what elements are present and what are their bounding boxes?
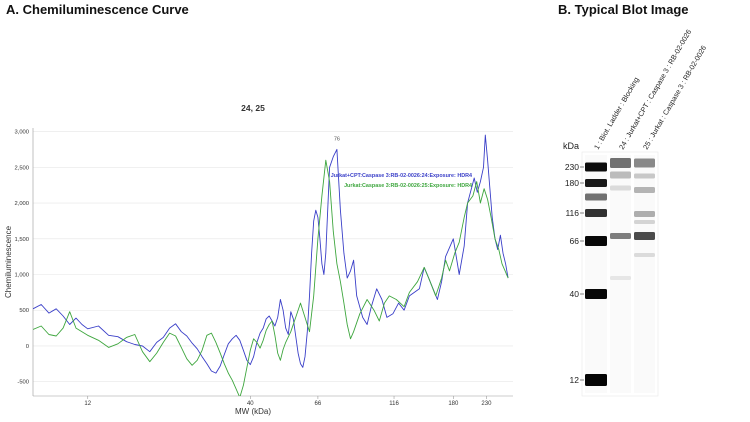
- series-line-1: [33, 134, 509, 374]
- ladder-band: [585, 179, 607, 187]
- panel-b-title: B. Typical Blot Image: [558, 2, 689, 17]
- sample-band: [634, 173, 655, 179]
- ladder-band: [585, 236, 607, 246]
- axis-layer: -500 0 500 1,000 1,500 2,000 2,500 3,000 12 40 66 1…: [14, 128, 513, 407]
- sample-band: [634, 187, 655, 193]
- sample-band: [610, 276, 631, 280]
- x-tick-label: 230: [481, 401, 492, 407]
- lane-background: [610, 155, 631, 393]
- blot-marker-labels: 230 180 116 66 40 12: [565, 162, 584, 385]
- peak-label: 76: [334, 136, 340, 142]
- ladder-band: [585, 209, 607, 217]
- sample-band: [634, 253, 655, 257]
- ladder-band: [585, 374, 607, 386]
- sample-band: [634, 158, 655, 168]
- y-tick-label: 500: [19, 308, 29, 314]
- panel-a-title: A. Chemiluminescence Curve: [6, 2, 189, 17]
- blot-marker-label: 12: [570, 375, 580, 385]
- chart-title: 24, 25: [241, 103, 265, 113]
- ladder-band: [585, 162, 607, 172]
- sample-band: [610, 185, 631, 191]
- y-tick-label: -500: [17, 380, 29, 386]
- lane-background: [585, 155, 607, 393]
- series-layer: [33, 134, 509, 396]
- blot-marker-label: 230: [565, 162, 579, 172]
- ladder-band: [585, 289, 607, 299]
- blot-marker-label: 116: [565, 208, 579, 218]
- sample-band: [634, 220, 655, 224]
- blot-lane-label: 1 : Biot. Ladder : Blocking: [592, 76, 641, 151]
- sample-band: [610, 158, 631, 168]
- blot-lane-jurkat: [634, 155, 655, 393]
- sample-band: [634, 211, 655, 217]
- legend-entry-green: Jurkat:Caspase 3:RB-02-0026:25:Exposure:…: [344, 183, 472, 189]
- blot-lane-jurkat-cpt: [610, 155, 631, 393]
- blot-marker-label: 180: [565, 178, 579, 188]
- y-axis-title: Chemiluminescence: [4, 225, 13, 298]
- x-tick-label: 12: [84, 401, 91, 407]
- sample-band: [610, 171, 631, 179]
- y-tick-label: 3,000: [14, 130, 29, 136]
- y-tick-label: 2,000: [14, 201, 29, 207]
- x-tick-label: 40: [247, 401, 254, 407]
- y-tick-label: 1,000: [14, 273, 29, 279]
- blot-marker-label: 40: [570, 289, 580, 299]
- lane-background: [634, 155, 655, 393]
- x-tick-label: 116: [389, 401, 399, 407]
- blot-marker-label: 66: [570, 236, 580, 246]
- x-tick-label: 180: [448, 401, 459, 407]
- x-axis-title: MW (kDa): [235, 407, 271, 416]
- y-tick-label: 0: [26, 344, 29, 350]
- ladder-band: [585, 193, 607, 201]
- legend-entry-blue: Jurkat+CPT:Caspase 3:RB-02-0026:24:Expos…: [331, 173, 472, 179]
- y-tick-label: 2,500: [14, 165, 29, 171]
- x-tick-label: 66: [315, 401, 322, 407]
- blot-lane-ladder: [585, 155, 607, 393]
- kda-header: kDa: [563, 141, 579, 151]
- sample-band: [634, 232, 655, 240]
- sample-band: [610, 233, 631, 239]
- series-line-2: [33, 159, 509, 396]
- y-tick-label: 1,500: [14, 237, 29, 243]
